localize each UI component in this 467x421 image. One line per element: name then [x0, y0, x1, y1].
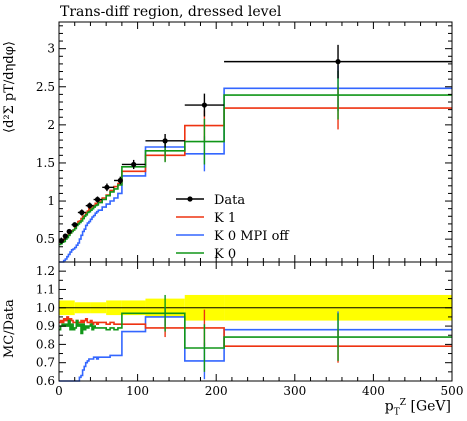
legend-label-k0mpioff: K 0 MPI off: [214, 229, 290, 244]
y-tick-label: 1.0: [36, 301, 55, 315]
x-tick-label: 500: [441, 384, 464, 398]
data-point: [117, 177, 123, 184]
main-series-2: [59, 94, 452, 246]
x-tick-label: 0: [55, 384, 63, 398]
legend-label-k1: K 1: [214, 211, 236, 226]
data-point: [66, 228, 72, 235]
y-tick-label: 0.5: [36, 232, 55, 246]
data-point: [72, 222, 78, 228]
data-point: [201, 102, 208, 108]
data-point: [335, 59, 341, 65]
y-tick-label: 0.7: [36, 356, 55, 370]
x-axis-symbol: p: [384, 398, 394, 415]
x-tick-label: 300: [283, 384, 306, 398]
y-tick-label: 3: [47, 42, 55, 56]
legend: Data K 1 K 0 MPI off K 0: [176, 193, 290, 262]
y-tick-label: 0.9: [36, 319, 55, 333]
data-point: [94, 196, 101, 203]
y-tick-label: 1.2: [36, 264, 55, 278]
y-tick-label: 2: [47, 118, 55, 132]
ratio-series-1: [59, 316, 452, 382]
y-tick-label: 2.5: [36, 80, 55, 94]
chart-title: Trans-diff region, dressed level: [60, 4, 282, 20]
ratio-plot: 0 100 200 300 400 500 0.6 0.7 0.8 0.9 1.0 1.1 1.2: [36, 261, 464, 398]
data-point: [131, 161, 137, 168]
y-tick-label: 0.6: [36, 374, 55, 388]
legend-label-data: Data: [214, 193, 245, 208]
data-point: [87, 203, 93, 209]
data-point: [79, 209, 85, 216]
y-tick-label: 0.8: [36, 337, 55, 351]
ratio-frame: [58, 261, 453, 382]
main-frame: [58, 21, 453, 263]
x-tick-label: 100: [126, 384, 149, 398]
ratio-series-2: [59, 312, 452, 349]
y-tick-label: 1.1: [36, 282, 55, 296]
x-axis-subscript: T: [393, 407, 400, 418]
x-axis-superscript: Z: [399, 398, 407, 408]
main-plot: 0.5 1 1.5 2 2.5 3: [36, 21, 453, 263]
ratio-series-0: [59, 316, 452, 347]
y-tick-label: 1: [47, 194, 55, 208]
x-axis-unit: [GeV]: [410, 398, 451, 415]
data-point: [104, 184, 110, 190]
y-tick-label: 1.5: [36, 156, 55, 170]
x-tick-label: 400: [362, 384, 385, 398]
x-axis-label: pTZ [GeV]: [385, 398, 451, 417]
legend-label-k0: K 0: [214, 247, 236, 262]
main-series-0: [59, 107, 452, 243]
data-point: [162, 138, 168, 144]
main-series-1: [59, 87, 452, 263]
legend-marker-data: [187, 196, 193, 202]
x-tick-label: 200: [205, 384, 228, 398]
data-point: [62, 233, 68, 239]
